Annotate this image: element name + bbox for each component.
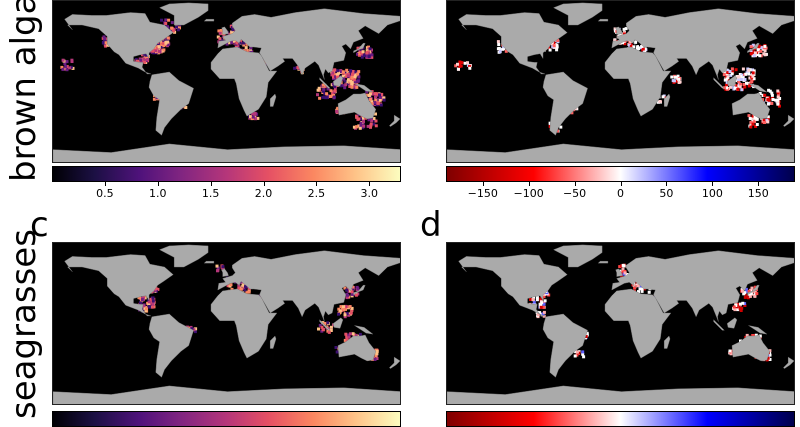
land-masses bbox=[447, 244, 794, 404]
colorbar-tick bbox=[210, 182, 212, 186]
colorbar-tick-label: 3.0 bbox=[360, 187, 379, 200]
map-panel-a bbox=[52, 0, 401, 163]
world-map-brown-algae-change bbox=[447, 2, 794, 162]
colorbar-seagrasses-change bbox=[446, 411, 795, 427]
map-panel-c bbox=[52, 242, 401, 405]
land-masses bbox=[447, 2, 794, 162]
colorbar-tick bbox=[157, 182, 159, 186]
colorbar-tick bbox=[574, 182, 576, 186]
colorbar-tick-label: 1.5 bbox=[201, 187, 220, 200]
panel-letter-c: c bbox=[30, 205, 49, 245]
land-masses bbox=[53, 2, 400, 162]
map-panel-b bbox=[446, 0, 795, 163]
colorbar-tick bbox=[528, 182, 530, 186]
colorbar-tick-label: −100 bbox=[513, 187, 544, 200]
colorbar-brown-algae-change bbox=[446, 166, 795, 182]
colorbar-tick-label: −150 bbox=[467, 187, 498, 200]
colorbar-tick bbox=[666, 182, 668, 186]
colorbar-tick-label: 0.5 bbox=[96, 187, 114, 200]
colorbar-tick-label: 1.0 bbox=[149, 187, 167, 200]
colorbar-tick bbox=[316, 182, 318, 186]
colorbar-brown-algae-magnitude bbox=[52, 166, 401, 182]
colorbar-tick bbox=[712, 182, 714, 186]
colorbar-tick-label: 50 bbox=[659, 187, 674, 200]
colorbar-tick-label: 2.5 bbox=[307, 187, 326, 200]
row-label-brown-algae: brown algae bbox=[4, 0, 44, 182]
colorbar-tick-label: 150 bbox=[747, 187, 769, 200]
colorbar-tick bbox=[620, 182, 622, 186]
world-map-brown-algae-magnitude bbox=[53, 2, 400, 162]
colorbar-tick bbox=[758, 182, 760, 186]
land-masses bbox=[53, 244, 400, 404]
colorbar-tick-label: 0 bbox=[617, 187, 624, 200]
colorbar-tick bbox=[263, 182, 265, 186]
row-label-seagrasses: seagrasses bbox=[4, 229, 44, 419]
colorbar-tick bbox=[482, 182, 484, 186]
colorbar-tick bbox=[369, 182, 371, 186]
colorbar-seagrasses-magnitude bbox=[52, 411, 401, 427]
colorbar-tick-label: 100 bbox=[701, 187, 723, 200]
panel-letter-d: d bbox=[420, 205, 442, 245]
colorbar-tick-label: −50 bbox=[562, 187, 587, 200]
colorbar-tick-label: 2.0 bbox=[254, 187, 273, 200]
world-map-seagrasses-magnitude bbox=[53, 244, 400, 404]
colorbar-tick bbox=[104, 182, 106, 186]
world-map-seagrasses-change bbox=[447, 244, 794, 404]
map-panel-d bbox=[446, 242, 795, 405]
